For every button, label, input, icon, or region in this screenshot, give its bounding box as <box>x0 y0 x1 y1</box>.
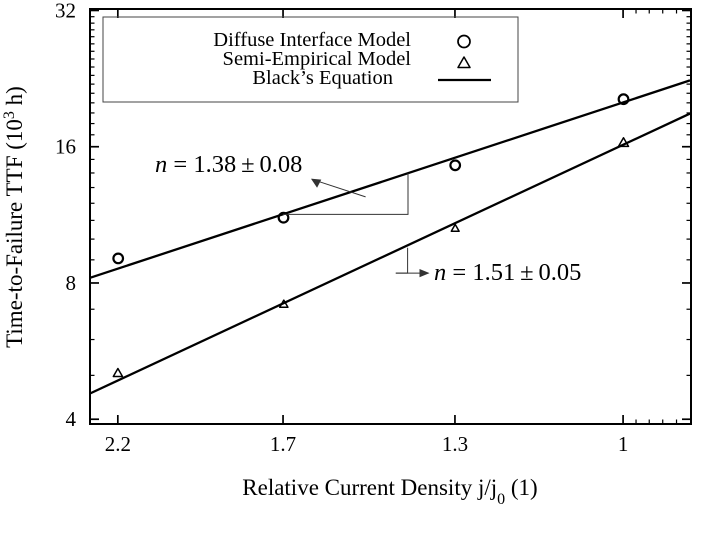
svg-text:16: 16 <box>55 135 76 159</box>
svg-text:n = 1.51 ± 0.05: n = 1.51 ± 0.05 <box>434 259 581 286</box>
svg-text:Relative Current Density j/j0: Relative Current Density j/j0 (1) <box>242 475 537 508</box>
svg-text:4: 4 <box>66 407 77 431</box>
svg-text:n = 1.38 ± 0.08: n = 1.38 ± 0.08 <box>155 151 302 178</box>
svg-text:2.2: 2.2 <box>105 432 131 456</box>
svg-text:Time-to-Failure TTF (103 h): Time-to-Failure TTF (103 h) <box>1 86 28 348</box>
svg-text:32: 32 <box>55 0 76 22</box>
svg-text:Black’s Equation: Black’s Equation <box>252 67 393 89</box>
svg-text:1.3: 1.3 <box>442 432 468 456</box>
svg-text:8: 8 <box>66 271 77 295</box>
svg-text:1: 1 <box>618 432 629 456</box>
svg-text:1.7: 1.7 <box>270 432 296 456</box>
